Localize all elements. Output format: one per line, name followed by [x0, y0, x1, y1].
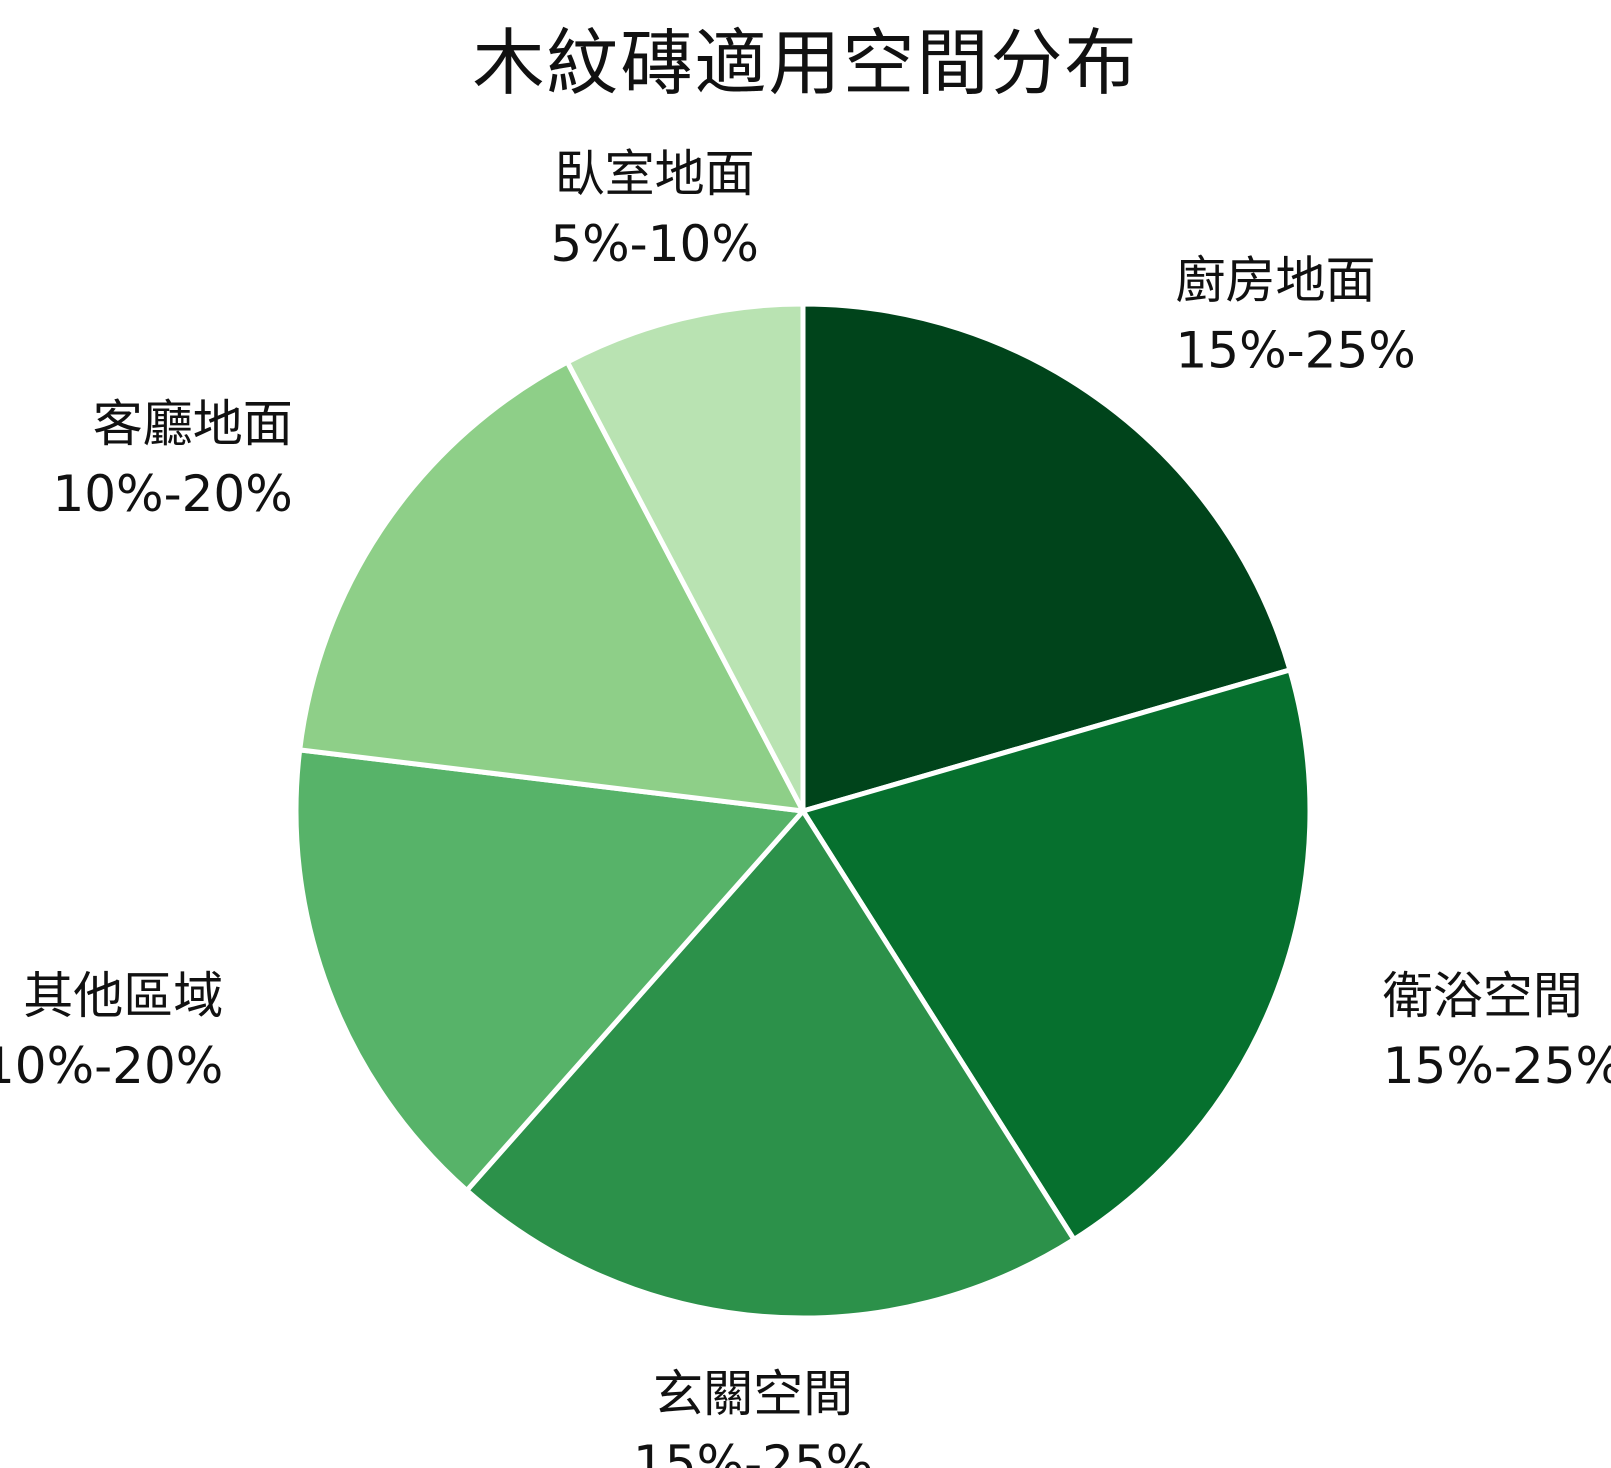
pie-labels: 廚房地面 15%-25% 衛浴空間 15%-25% 玄關空間 15%-25% 其他區域 10%… [0, 145, 1611, 1468]
pie-slice-1 [800, 667, 1313, 1243]
slice-range-label: 15%-25% [1175, 321, 1415, 379]
chart-title: 木紋磚適用空間分布 [472, 21, 1139, 105]
slice-name-label: 玄關空間 [653, 1365, 853, 1423]
pie-slice-3 [293, 747, 806, 1193]
slice-name-label: 客廳地面 [93, 395, 293, 453]
pie-slice-5 [564, 301, 806, 814]
slice-range-label: 15%-25% [1383, 1037, 1611, 1095]
pie-slice-0 [800, 301, 1293, 814]
slice-range-label: 15%-25% [633, 1435, 873, 1468]
slice-name-label: 廚房地面 [1175, 251, 1375, 309]
slice-range-label: 10%-20% [52, 465, 292, 523]
slice-range-label: 10%-20% [0, 1037, 223, 1095]
slice-range-label: 5%-10% [550, 215, 759, 273]
slice-name-label: 衛浴空間 [1383, 967, 1583, 1025]
slice-name-label: 臥室地面 [555, 145, 755, 203]
slice-name-label: 其他區域 [23, 967, 223, 1025]
pie-slices [293, 301, 1313, 1321]
pie-slice-4 [297, 359, 806, 814]
pie-slice-2 [464, 808, 1077, 1321]
